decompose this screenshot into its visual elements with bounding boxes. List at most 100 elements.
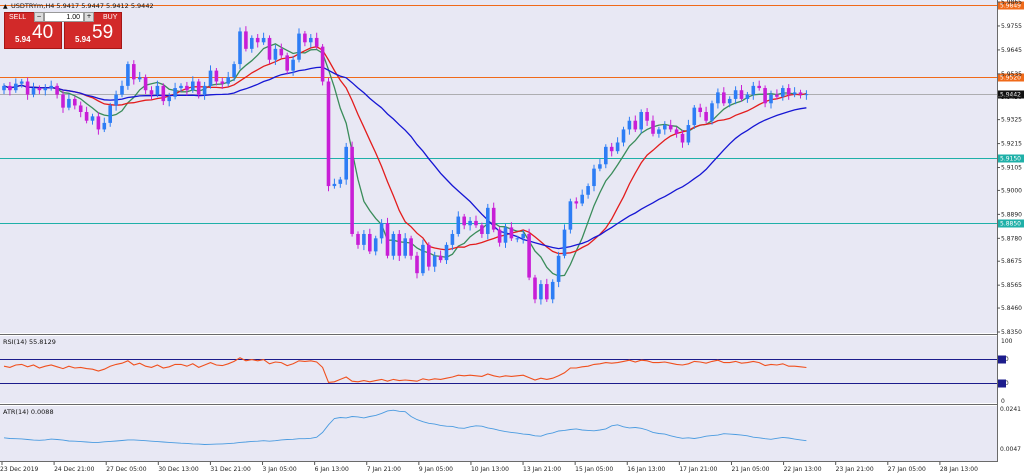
sell-price-digits: 40 (32, 22, 54, 43)
price-panel[interactable] (0, 0, 997, 333)
x-tick-label: 3 Jan 05:00 (263, 466, 297, 473)
candle-body (627, 120, 632, 130)
volume-input[interactable]: 1.00 (44, 12, 84, 22)
candle-body (710, 103, 714, 121)
bid-price-tag (998, 90, 1024, 99)
candle-body (273, 48, 278, 60)
candle-body (220, 81, 225, 84)
x-tick-label: 24 Dec 21:00 (54, 466, 95, 473)
one-click-trading-panel: − 1.00 + SELL 5.94 40 BUY 5.94 59 (2, 12, 124, 49)
candle-body (362, 233, 366, 245)
x-tick-label: 17 Jan 21:00 (679, 466, 717, 473)
candle-body (332, 183, 337, 187)
candle-body (350, 146, 354, 234)
candle-body (373, 238, 378, 252)
y-tick-label: 5.8565 (1001, 282, 1022, 289)
candle-body (379, 223, 384, 239)
y-tick-label: 5.9865 (1001, 0, 1022, 6)
candle-body (480, 225, 484, 234)
candle-body (67, 98, 71, 108)
candle-body (568, 201, 573, 230)
candle-body (751, 85, 756, 95)
candle-body (368, 233, 372, 252)
candle-body (592, 168, 596, 187)
candle-body (149, 90, 154, 95)
rsi-panel[interactable] (0, 336, 997, 403)
y-tick-label: 5.8780 (1001, 235, 1022, 242)
price-line-tag (998, 1, 1024, 10)
candle-body (90, 116, 95, 121)
candle-body (763, 88, 767, 104)
candle-body (73, 98, 77, 106)
candle-body (456, 216, 461, 234)
x-tick-label: 23 Jan 21:00 (836, 466, 874, 473)
price-line-tag-label: 5.9150 (1000, 156, 1021, 163)
x-tick-label: 15 Jan 05:00 (575, 466, 613, 473)
plus-icon[interactable]: + (84, 12, 94, 22)
candle-body (232, 64, 236, 78)
candle-body (509, 227, 514, 239)
candle-body (49, 85, 53, 89)
candle-body (527, 233, 531, 278)
buy-button[interactable]: BUY 5.94 59 (64, 12, 122, 49)
x-tick-label: 23 Dec 2019 (0, 466, 39, 473)
candle-body (574, 201, 579, 204)
candle-body (297, 33, 301, 60)
candle-body (309, 37, 313, 43)
candle-body (621, 129, 626, 143)
candle-body (108, 105, 112, 123)
minus-icon[interactable]: − (34, 12, 44, 22)
candle-body (208, 70, 213, 86)
candle-body (427, 244, 431, 267)
candle-body (692, 107, 697, 126)
candle-body (409, 238, 413, 256)
candle-body (556, 255, 561, 282)
y-tick-label: 5.9325 (1001, 117, 1022, 124)
rsi-title: RSI(14) 55.8129 (3, 338, 56, 346)
candle-body (798, 92, 803, 95)
candle-body (303, 33, 307, 43)
candle-body (255, 37, 260, 43)
candle-body (562, 229, 567, 256)
atr-y-tick-label: 0.0241 (1000, 406, 1021, 413)
candle-body (633, 120, 638, 130)
atr-y-tick-label: 0.0047 (1000, 446, 1021, 453)
candle-body (196, 81, 201, 95)
candle-body (250, 37, 254, 49)
candle-body (698, 107, 702, 112)
candle-body (191, 81, 195, 91)
x-tick-label: 27 Dec 05:00 (106, 466, 147, 473)
candle-body (786, 88, 791, 95)
candle-body (238, 31, 242, 65)
y-tick-label: 5.8890 (1001, 211, 1022, 218)
candle-body (155, 85, 160, 95)
candle-body (173, 88, 177, 97)
x-tick-label: 9 Jan 05:00 (419, 466, 453, 473)
candle-body (415, 255, 419, 274)
x-tick-label: 21 Jan 05:00 (731, 466, 769, 473)
candle-body (609, 146, 614, 152)
candle-body (515, 238, 520, 240)
x-tick-label: 13 Jan 21:00 (523, 466, 561, 473)
candle-body (25, 81, 30, 95)
x-tick-label: 31 Dec 21:00 (210, 466, 251, 473)
candle-body (120, 85, 124, 95)
rsi-y-tick-label: 0 (1001, 398, 1005, 405)
candle-body (132, 64, 136, 80)
candle-body (674, 129, 679, 134)
atr-panel[interactable] (0, 406, 997, 461)
candle-body (438, 255, 443, 261)
triangle-up-icon[interactable]: ▲ (3, 3, 8, 10)
candle-body (745, 94, 750, 99)
candle-body (657, 129, 661, 134)
candle-body (468, 220, 472, 226)
candle-body (421, 244, 425, 274)
rsi-level-tag (998, 379, 1006, 388)
symbol-info: USDTRYm,H4 5.9417 5.9447 5.9412 5.9442 (11, 2, 154, 10)
candle-body (704, 112, 708, 121)
candle-body (663, 125, 667, 130)
candle-body (539, 284, 543, 300)
price-line-tag (998, 73, 1024, 82)
candle-body (497, 229, 502, 243)
